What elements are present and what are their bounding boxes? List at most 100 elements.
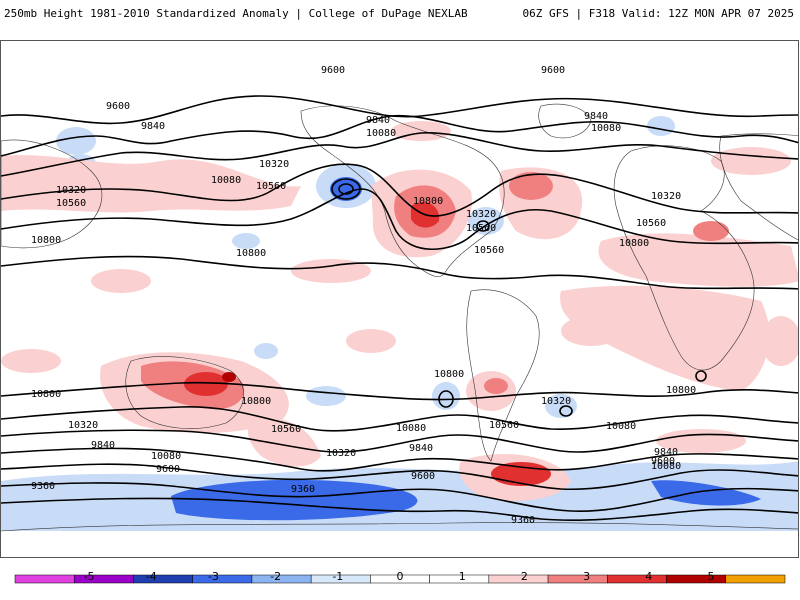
colorbar-segment (251, 574, 312, 584)
s-pacific-negative (306, 386, 346, 406)
contour-9840-north (1, 114, 798, 157)
australia-negative (254, 343, 278, 359)
contour-label: 9840 (141, 121, 165, 132)
contour-label: 9600 (106, 101, 130, 112)
contour-label: 10080 (591, 123, 621, 134)
alaska-negative (56, 127, 96, 155)
contour-label: 9840 (584, 111, 608, 122)
closed-low-s-america (438, 390, 454, 408)
s-atlantic-negative (545, 394, 577, 418)
contour-label: 10320 (68, 420, 98, 431)
contour-label: 10320 (466, 209, 496, 220)
colorbar-ticks: -5 -4 -3 -2 -1 0 1 2 3 4 5 (84, 570, 715, 583)
contour-10320-south (1, 429, 798, 453)
closed-low-us (476, 220, 490, 232)
contour-10080-south (1, 447, 798, 472)
colorbar-tick-label: 0 (397, 570, 404, 583)
colorbar-tick-label: -2 (270, 570, 281, 583)
contour-label: 9600 (411, 471, 435, 482)
colorbar-tick-label: -5 (84, 570, 95, 583)
colorbar-segment (488, 574, 549, 584)
contour-label: 10320 (541, 396, 571, 407)
far-east-positive (761, 316, 798, 366)
colorbar-tick-label: 4 (645, 570, 652, 583)
pacific-negative-small (232, 233, 260, 249)
colorbar-segment (192, 574, 253, 584)
atlantic-equatorial-positive (561, 316, 621, 346)
closed-low-pacific (331, 178, 361, 200)
colorbar-segment (547, 574, 608, 584)
colorbar-tick-label: 2 (521, 570, 528, 583)
s-america-positive-mid (484, 378, 508, 394)
contour-label: 10560 (256, 181, 286, 192)
contour-label: 10080 (211, 175, 241, 186)
colorbar-tick-label: 3 (583, 570, 590, 583)
s-atlantic-positive-core (491, 462, 551, 486)
contour-label: 10800 (413, 196, 443, 207)
s-america-negative (432, 382, 460, 410)
contour-label: 10800 (31, 235, 61, 246)
colorbar-segment (14, 574, 75, 584)
colorbar-tick-label: -1 (332, 570, 343, 583)
n-pacific-negative-core (330, 177, 362, 201)
contour-label: 9600 (651, 456, 675, 467)
colorbar-tick-label: -4 (146, 570, 157, 583)
height-contours (1, 95, 798, 521)
tropical-pacific-positive (291, 259, 371, 283)
contour-label: 10320 (259, 159, 289, 170)
contour-label: 10560 (56, 198, 86, 209)
colorbar-tick-label: -3 (208, 570, 219, 583)
contour-9840-south (1, 463, 798, 491)
greenland-outline (538, 103, 592, 139)
antarctic-negative-core-east (651, 480, 761, 506)
contour-label: 10560 (271, 424, 301, 435)
contour-label: 9360 (511, 515, 535, 526)
closed-low-pacific-inner (338, 183, 354, 195)
contour-label: 9600 (541, 65, 565, 76)
contour-label: 9840 (91, 440, 115, 451)
w-pacific-positive (1, 349, 61, 373)
contour-label: 9360 (31, 481, 55, 492)
australia-outline (125, 356, 245, 429)
contour-label: 10080 (606, 421, 636, 432)
map-panel[interactable]: 9600 9600 9600 9840 9840 10080 10080 103… (0, 40, 799, 558)
colorbar-segment (666, 574, 727, 584)
contour-label: 10320 (651, 191, 681, 202)
header: 250mb Height 1981-2010 Standardized Anom… (0, 0, 800, 28)
contour-9600-south (1, 482, 798, 513)
n-atlantic-negative (647, 116, 675, 136)
contour-label: 10560 (489, 420, 519, 431)
contour-label: 10080 (151, 451, 181, 462)
run-info: 06Z GFS | F318 Valid: 12Z MON APR 07 202… (522, 7, 794, 20)
contour-label: 9600 (156, 464, 180, 475)
colorbar: -5 -4 -3 -2 -1 0 1 2 3 4 5 (14, 570, 786, 584)
colorbar-tick-label: 5 (707, 570, 714, 583)
contour-label: 9840 (409, 443, 433, 454)
indonesia-positive (91, 269, 151, 293)
contour-label: 10800 (236, 248, 266, 259)
contour-label: 9840 (366, 115, 390, 126)
contour-label: 10560 (474, 245, 504, 256)
contour-10800-south (1, 381, 798, 401)
contour-label: 10800 (666, 385, 696, 396)
contour-label: 10560 (636, 218, 666, 229)
eurasia-positive (598, 233, 798, 287)
map-title: 250mb Height 1981-2010 Standardized Anom… (4, 7, 468, 20)
south-america-outline (466, 289, 540, 462)
contour-label: 10320 (56, 185, 86, 196)
contour-10800-north (1, 255, 798, 290)
contour-labels: 9600 9600 9600 9840 9840 10080 10080 103… (31, 65, 696, 526)
contour-label: 9360 (291, 484, 315, 495)
contour-10320-north (1, 163, 798, 217)
antarctica-outline (1, 522, 798, 532)
closed-low-africa (695, 370, 707, 382)
n-hemisphere-positive-band (1, 155, 301, 213)
contour-label: 10080 (651, 461, 681, 472)
contour-9360-south (1, 497, 798, 521)
contour-label: 10080 (366, 128, 396, 139)
contour-10560-south (1, 406, 798, 432)
australia-positive-core (184, 372, 228, 396)
contour-10080-north (1, 132, 798, 177)
colorbar-segment (725, 574, 786, 584)
contour-label: 10080 (396, 423, 426, 434)
